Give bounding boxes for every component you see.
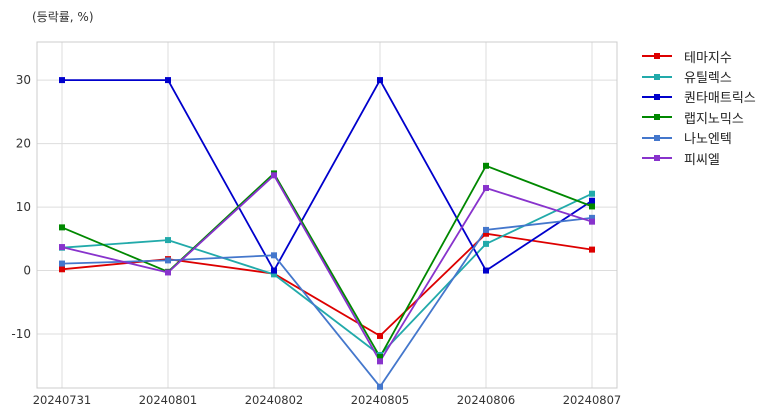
series-2-point [589,190,595,197]
legend-swatch-marker [654,114,660,121]
series-6-point [377,358,383,365]
series-6-point [59,244,65,251]
series-line-5 [61,217,593,388]
series-4-point [377,353,383,360]
y-tick-label: 30 [16,73,31,87]
y-tick-label: 20 [16,137,31,151]
y-tick-label: -10 [11,327,31,341]
x-tick-label: 20240805 [351,393,410,407]
legend-label: 유틸렉스 [684,71,732,87]
legend-swatch-marker [654,53,660,60]
series-1-point [589,246,595,253]
legend-swatch-marker [654,155,660,162]
series-5-point [59,260,65,267]
legend-swatch [642,90,672,104]
series-6-point [483,185,489,192]
y-axis-ticks: -10 0 10 20 30 [11,73,31,341]
series-2-point [483,240,489,247]
grid-lines [37,42,617,388]
series-6-point [165,269,171,276]
legend-item: 랩지노믹스 [642,107,756,127]
legend-label: 나노엔텍 [684,132,732,148]
series-3-point [589,197,595,204]
legend-swatch [642,110,672,124]
legend-swatch [642,70,672,84]
x-tick-label: 20240731 [33,393,92,407]
series-1-point [483,230,489,237]
x-tick-label: 20240806 [457,393,516,407]
legend-label: 랩지노믹스 [684,111,744,127]
series-4-point [59,224,65,231]
legend-item: 유틸렉스 [642,66,756,86]
legend-label: 퀀타매트릭스 [684,91,756,107]
series-5-point [271,252,277,259]
legend-swatch-marker [654,73,660,80]
legend-swatch [642,151,672,165]
legend-item: 테마지수 [642,46,756,66]
series-3-point [59,77,65,84]
series-2-point [165,237,171,244]
series-3-point [377,77,383,84]
series-3-point [483,267,489,274]
series-line-2 [61,192,593,356]
series-4-point [589,203,595,210]
x-axis-ticks: 20240731 20240801 20240802 20240805 20240806… [33,393,622,407]
legend-item: 퀀타매트릭스 [642,87,756,107]
unit-label: (등락률, %) [32,10,94,24]
series-5-point [165,257,171,264]
legend-swatch [642,131,672,145]
legend-swatch-marker [654,93,660,100]
series-3-point [271,267,277,274]
series-1-point [59,266,65,273]
series-line-4 [61,164,593,358]
x-tick-label: 20240801 [139,393,198,407]
legend-swatch-marker [654,134,660,141]
series-6-point [589,218,595,225]
series-markers [59,77,595,390]
legend-label: 테마지수 [684,50,732,66]
legend-label: 피씨엘 [684,152,720,168]
series-line-6 [61,174,593,363]
x-tick-label: 20240802 [245,393,304,407]
series-5-point [483,226,489,233]
series-3-point [165,77,171,84]
y-tick-label: 10 [16,200,31,214]
x-tick-label: 20240807 [563,393,622,407]
series-lines [61,79,593,388]
series-1-point [377,332,383,339]
legend-item: 피씨엘 [642,148,756,168]
plot-frame [36,41,618,389]
y-tick-label: 0 [23,264,31,278]
series-6-point [271,172,277,179]
series-5-point [377,383,383,390]
legend-item: 나노엔텍 [642,128,756,148]
series-4-point [483,162,489,169]
series-line-3 [62,79,593,272]
series-5-point [589,214,595,221]
legend-swatch [642,49,672,63]
series-2-point [271,271,277,278]
